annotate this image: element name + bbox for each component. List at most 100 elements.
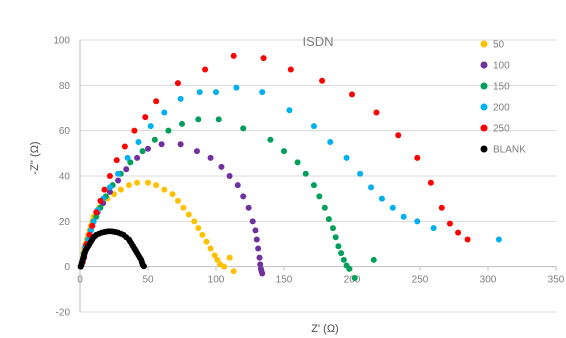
x-tick-label: 350: [548, 275, 565, 286]
data-point: [294, 159, 301, 166]
data-point: [245, 204, 252, 211]
data-point: [117, 186, 124, 193]
data-point: [139, 148, 146, 155]
data-point: [191, 218, 198, 225]
legend-marker: [480, 103, 488, 111]
data-point: [174, 80, 181, 87]
grid-lines: [80, 39, 556, 313]
data-point: [207, 245, 214, 252]
data-point: [177, 141, 184, 148]
data-point: [203, 238, 210, 245]
data-point: [240, 125, 247, 132]
data-point: [249, 218, 256, 225]
data-point: [259, 89, 266, 96]
data-point: [135, 139, 142, 145]
data-point: [169, 191, 176, 198]
data-point: [252, 227, 259, 234]
data-point: [464, 236, 471, 243]
data-point: [124, 154, 131, 161]
data-point: [93, 209, 100, 216]
y-tick-label: 100: [53, 36, 70, 47]
data-point: [446, 220, 453, 227]
x-tick-label: 100: [208, 275, 225, 286]
x-tick-label: 300: [480, 275, 497, 286]
data-point: [368, 184, 375, 191]
data-point: [455, 229, 462, 236]
data-point: [226, 173, 233, 179]
data-point: [310, 123, 317, 130]
x-tick-label: 200: [344, 275, 361, 286]
data-point: [211, 252, 218, 259]
data-point: [230, 268, 237, 275]
data-point: [134, 179, 141, 186]
x-tick-labels: 0 50 100 150 200 250 300 350: [77, 275, 565, 286]
data-point: [343, 154, 350, 161]
data-point: [161, 109, 168, 116]
data-point: [329, 225, 336, 232]
data-point: [215, 116, 222, 123]
data-point: [158, 141, 165, 148]
data-point: [327, 139, 334, 145]
data-point: [145, 145, 151, 152]
data-point: [340, 256, 347, 263]
legend: 50 100 150 200 250 BLANK: [480, 40, 526, 156]
series-blank: [77, 228, 147, 270]
data-point: [115, 170, 122, 177]
data-point: [131, 127, 138, 134]
data-point: [325, 216, 332, 223]
data-point: [177, 95, 184, 102]
data-point: [207, 154, 214, 161]
data-point: [195, 225, 202, 232]
data-point: [180, 204, 187, 211]
data-points: [77, 52, 502, 281]
x-tick-label: 50: [142, 275, 154, 286]
data-point: [346, 265, 353, 272]
data-point: [147, 123, 154, 130]
data-point: [302, 170, 309, 177]
data-point: [286, 107, 293, 114]
data-point: [179, 120, 185, 127]
data-point: [255, 245, 262, 252]
data-point: [185, 211, 192, 218]
data-point: [230, 52, 237, 59]
data-point: [427, 179, 434, 186]
data-point: [106, 184, 113, 191]
data-point: [256, 254, 263, 261]
data-point: [101, 186, 108, 193]
data-point: [335, 243, 342, 250]
legend-marker: [480, 145, 488, 153]
y-tick-label: 40: [59, 172, 71, 183]
y-tick-label: 60: [59, 126, 71, 137]
legend-item-100: 100: [480, 61, 510, 72]
data-point: [193, 148, 200, 155]
data-point: [240, 193, 247, 200]
data-point: [142, 114, 149, 121]
data-point: [378, 195, 385, 202]
y-tick-label: 0: [64, 262, 70, 273]
data-point: [153, 98, 160, 105]
legend-label: 200: [493, 103, 510, 114]
data-point: [123, 166, 130, 173]
data-point: [121, 143, 128, 150]
data-point: [115, 177, 122, 184]
legend-item-200: 200: [480, 103, 510, 114]
data-point: [260, 55, 267, 62]
data-point: [153, 182, 160, 189]
x-tick-label: 250: [412, 275, 429, 286]
series-200: [79, 84, 502, 266]
x-tick-label: 0: [77, 275, 83, 286]
data-point: [202, 66, 209, 73]
legend-item-blank: BLANK: [480, 145, 526, 156]
data-point: [438, 204, 445, 211]
data-point: [106, 188, 113, 195]
data-point: [90, 218, 97, 225]
data-point: [349, 91, 355, 98]
data-point: [165, 127, 172, 134]
x-axis-title: Z' (Ω): [311, 323, 338, 335]
data-point: [221, 263, 228, 270]
data-point: [414, 218, 421, 225]
legend-item-150: 150: [480, 82, 510, 93]
data-point: [218, 163, 225, 170]
